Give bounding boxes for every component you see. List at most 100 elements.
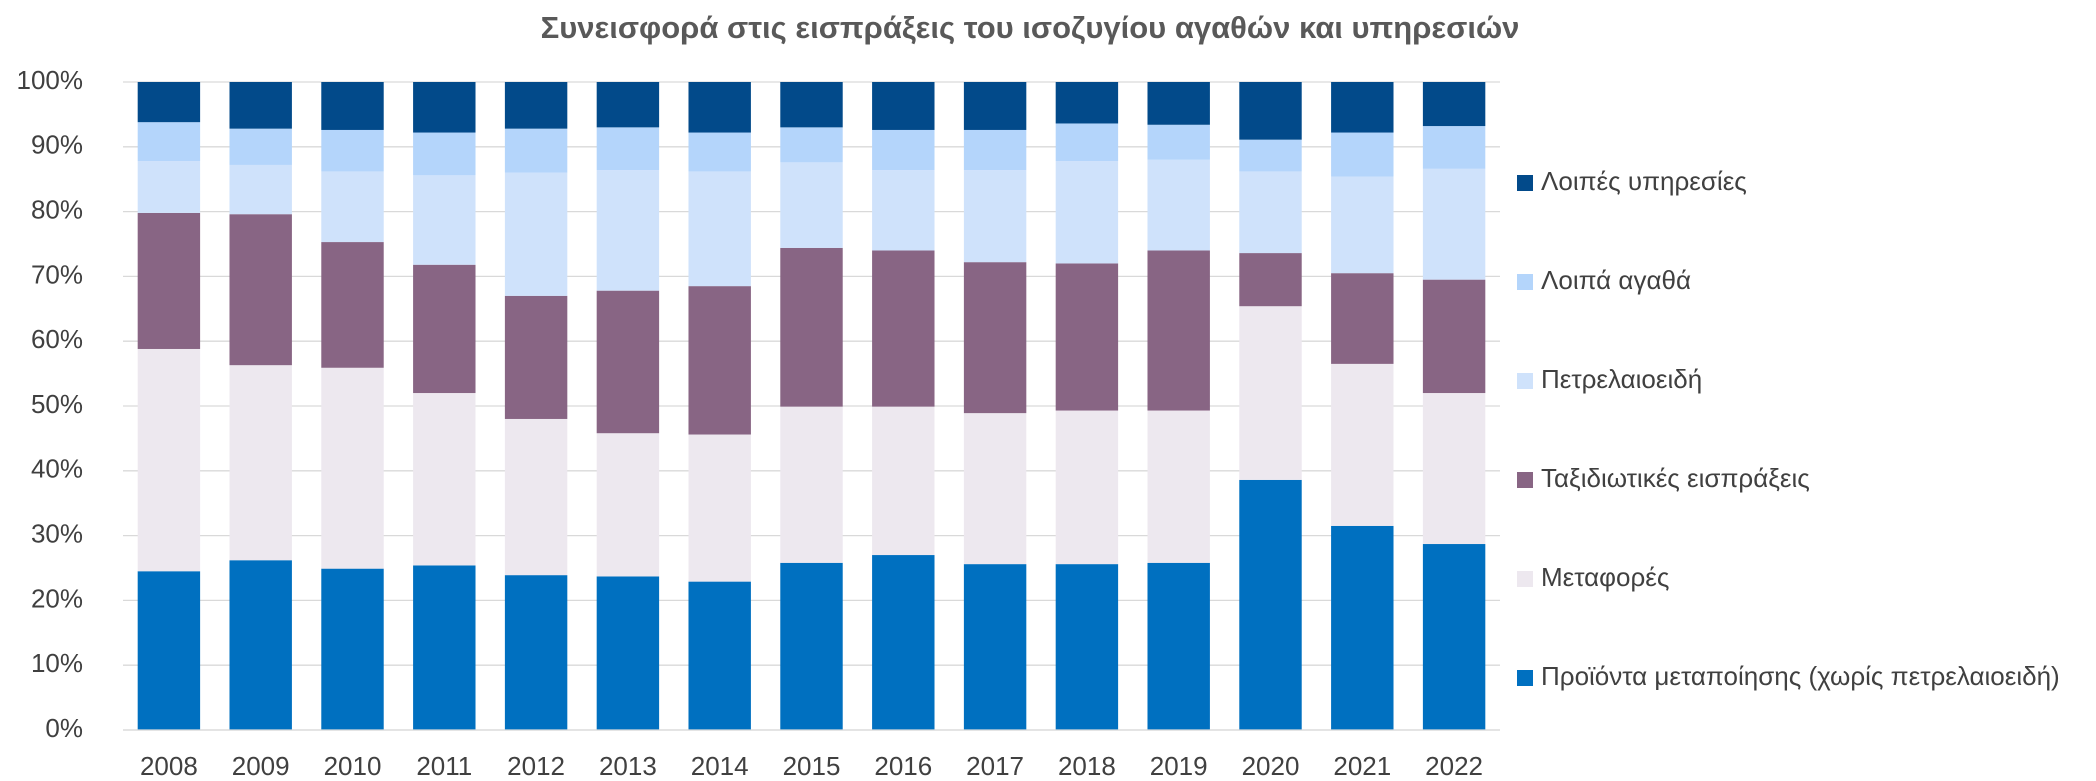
x-tick-label: 2014 bbox=[691, 751, 749, 781]
x-tick-label: 2020 bbox=[1242, 751, 1300, 781]
bar-segment bbox=[413, 132, 476, 176]
bar-segment bbox=[1422, 279, 1486, 394]
bar-segment bbox=[1422, 544, 1486, 730]
y-tick-label: 90% bbox=[31, 130, 83, 160]
bar-segment bbox=[780, 247, 843, 407]
y-tick-label: 70% bbox=[31, 259, 83, 289]
x-tick-label: 2015 bbox=[783, 751, 841, 781]
bar-segment bbox=[1055, 82, 1119, 124]
bar-segment bbox=[963, 262, 1027, 414]
bar-segment bbox=[137, 212, 201, 349]
bar-segment bbox=[1331, 525, 1394, 730]
bar-segment bbox=[229, 365, 292, 561]
bar-segment bbox=[229, 560, 292, 730]
bar-segment bbox=[1422, 393, 1486, 545]
x-tick-label: 2017 bbox=[966, 751, 1024, 781]
bar-segment bbox=[321, 568, 384, 730]
bar-segment bbox=[504, 295, 568, 419]
bar-segment bbox=[872, 250, 935, 407]
bar-segment bbox=[321, 367, 384, 569]
bar-segment bbox=[504, 128, 568, 173]
bar-segment bbox=[321, 82, 384, 130]
bar-segment bbox=[1055, 410, 1119, 565]
bar-segment bbox=[229, 82, 292, 129]
y-tick-label: 100% bbox=[17, 65, 84, 95]
bar-segment bbox=[1331, 273, 1394, 364]
bar-segment bbox=[504, 172, 568, 296]
bar-segment bbox=[504, 418, 568, 576]
bar-segment bbox=[872, 82, 935, 130]
bar-segment bbox=[963, 564, 1027, 730]
bar-segment bbox=[780, 406, 843, 563]
bar-segment bbox=[596, 290, 660, 434]
bar-segment bbox=[1055, 123, 1119, 162]
bar-segment bbox=[137, 348, 201, 572]
bar-segment bbox=[1147, 82, 1210, 125]
bar-segment bbox=[321, 129, 384, 172]
bar-segment bbox=[1422, 126, 1486, 169]
x-tick-label: 2013 bbox=[599, 751, 657, 781]
legend-swatch bbox=[1517, 274, 1533, 290]
y-tick-label: 60% bbox=[31, 324, 83, 354]
y-tick-label: 50% bbox=[31, 389, 83, 419]
bar-segment bbox=[596, 433, 660, 577]
bar-segment bbox=[137, 571, 201, 730]
legend-label: Ταξιδιωτικές εισπράξεις bbox=[1541, 463, 1810, 493]
bar-segment bbox=[596, 576, 660, 730]
bar-segment bbox=[688, 434, 751, 582]
x-tick-label: 2019 bbox=[1150, 751, 1208, 781]
bar-segment bbox=[596, 170, 660, 291]
legend-label: Πετρελαιοειδή bbox=[1541, 364, 1702, 394]
bar-segment bbox=[1331, 132, 1394, 177]
x-tick-label: 2010 bbox=[324, 751, 382, 781]
bar-segment bbox=[321, 171, 384, 243]
bar-segment bbox=[963, 413, 1027, 565]
bar-segment bbox=[780, 562, 843, 730]
bar-segment bbox=[1239, 139, 1302, 172]
x-tick-label: 2016 bbox=[874, 751, 932, 781]
bar-segment bbox=[1331, 176, 1394, 274]
bar-segment bbox=[413, 175, 476, 265]
x-tick-label: 2009 bbox=[232, 751, 290, 781]
legend-label: Μεταφορές bbox=[1541, 562, 1669, 592]
legend-swatch bbox=[1517, 472, 1533, 488]
bar-segment bbox=[1055, 161, 1119, 264]
bar-segment bbox=[780, 162, 843, 248]
bar-segment bbox=[780, 82, 843, 128]
y-tick-label: 80% bbox=[31, 194, 83, 224]
chart-title: Συνεισφορά στις εισπράξεις του ισοζυγίου… bbox=[541, 10, 1520, 45]
bar-segment bbox=[1239, 171, 1302, 254]
bar-segment bbox=[963, 82, 1027, 130]
bar-segment bbox=[1422, 168, 1486, 280]
bar-segment bbox=[229, 214, 292, 366]
legend-swatch bbox=[1517, 670, 1533, 686]
legend-swatch bbox=[1517, 571, 1533, 587]
bar-segment bbox=[1147, 562, 1210, 730]
bar-segment bbox=[137, 82, 201, 123]
legend-label: Λοιπές υπηρεσίες bbox=[1541, 166, 1747, 196]
x-tick-label: 2021 bbox=[1333, 751, 1391, 781]
bar-segment bbox=[1331, 363, 1394, 526]
bar-segment bbox=[1147, 124, 1210, 160]
bar-segment bbox=[596, 82, 660, 128]
x-tick-label: 2018 bbox=[1058, 751, 1116, 781]
bar-segment bbox=[413, 565, 476, 730]
y-tick-label: 40% bbox=[31, 454, 83, 484]
bar-segment bbox=[413, 82, 476, 133]
bar-segment bbox=[1055, 564, 1119, 730]
bar-segment bbox=[137, 122, 201, 162]
bar-segment bbox=[1147, 250, 1210, 411]
bar-segment bbox=[1422, 82, 1486, 127]
bar-segment bbox=[1147, 159, 1210, 251]
bar-segment bbox=[413, 393, 476, 566]
bar-segment bbox=[1239, 82, 1302, 140]
y-tick-label: 10% bbox=[31, 648, 83, 678]
bar-segment bbox=[1239, 253, 1302, 307]
bar-segment bbox=[963, 129, 1027, 171]
x-tick-label: 2012 bbox=[507, 751, 565, 781]
y-tick-label: 0% bbox=[45, 713, 83, 743]
bar-segment bbox=[1239, 479, 1302, 730]
x-tick-label: 2011 bbox=[416, 751, 472, 781]
bar-segment bbox=[504, 575, 568, 730]
